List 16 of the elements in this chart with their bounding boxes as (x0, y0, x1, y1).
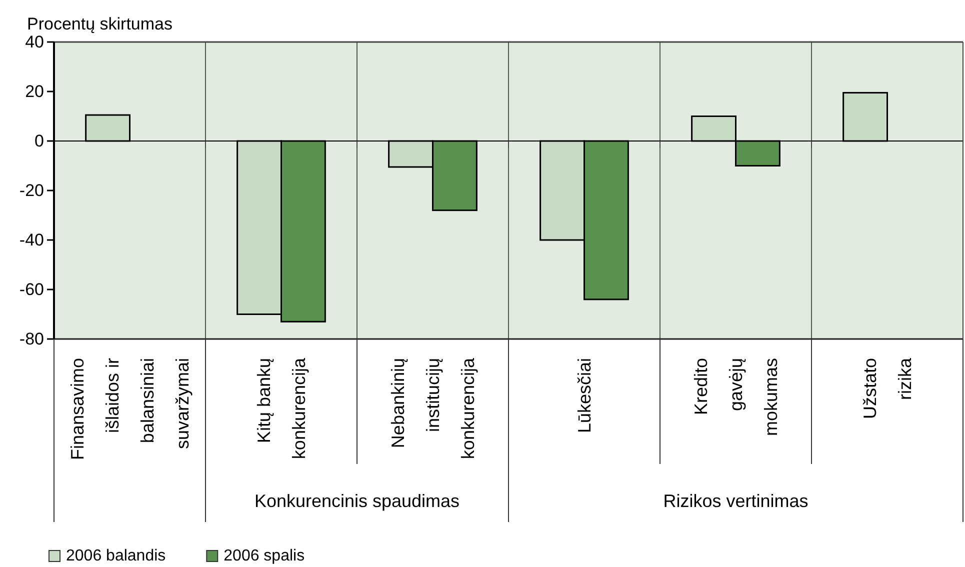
y-tick-label: 0 (34, 132, 44, 150)
text: Rizikos vertinimas (663, 491, 808, 511)
text: Konkurencinis spaudimas (254, 491, 460, 511)
y-tick-label: 20 (25, 82, 44, 101)
y-tick-label: -80 (19, 330, 44, 348)
legend-label: 2006 balandis (66, 548, 166, 564)
y-tick-label: -60 (19, 280, 44, 299)
y-tick-label: -40 (19, 230, 44, 250)
x-tick-label: Užstato rizika (860, 357, 915, 420)
x-tick-label: Finansavimo išlaidos ir balansiniai suvaržymai (67, 358, 192, 460)
x-tick-label: Lūkesčiai (574, 358, 594, 434)
y-tick-label: -20 (19, 181, 44, 200)
y-tick-label: 40 (25, 32, 44, 52)
x-tick-label: Kredito gavėjų mokumas (690, 358, 781, 436)
legend-label: 2006 spalis (224, 548, 305, 564)
y-axis-title: Procentų skirtumas (27, 14, 172, 34)
